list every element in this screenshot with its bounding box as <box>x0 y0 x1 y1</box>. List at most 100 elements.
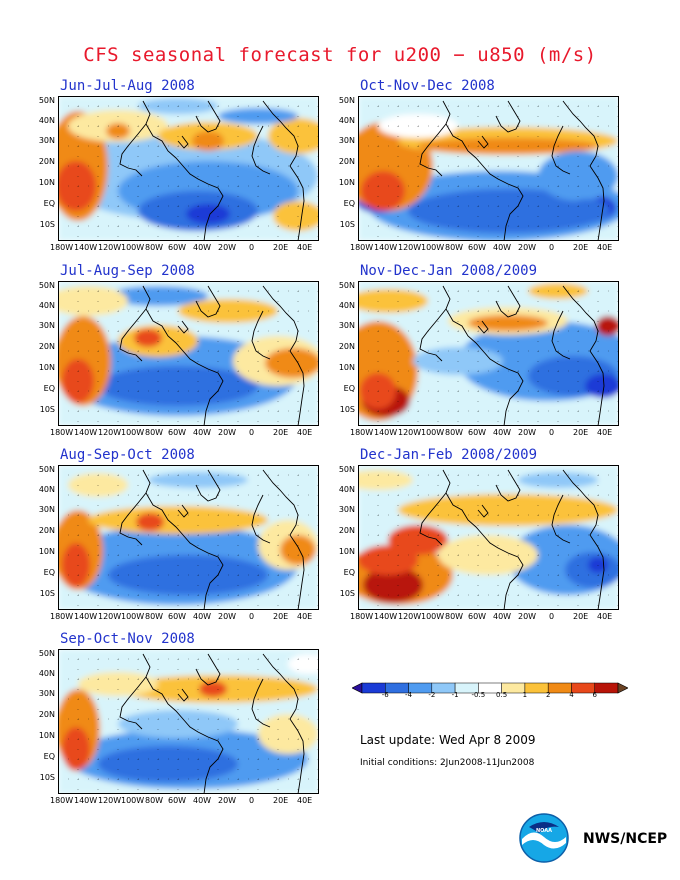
legend-tick-label: 4 <box>569 691 574 699</box>
lon-label: 0 <box>549 428 555 437</box>
lat-label: EQ <box>343 384 355 393</box>
lat-label: 30N <box>338 505 355 514</box>
lon-label: 80W <box>145 428 164 437</box>
lat-label: 50N <box>38 96 55 105</box>
forecast-map-ond <box>358 96 619 241</box>
forecast-map-djf <box>358 465 619 610</box>
lon-label: 20E <box>573 243 589 252</box>
legend-tick-label: -1 <box>451 691 459 699</box>
lat-label: 10N <box>38 178 55 187</box>
lon-label: 40E <box>297 796 313 805</box>
lat-label: EQ <box>43 568 55 577</box>
lon-label: 140W <box>374 612 398 621</box>
lon-label: 60W <box>468 612 487 621</box>
lat-label: 30N <box>38 321 55 330</box>
lat-label: 20N <box>38 526 55 535</box>
legend-tick-label: 0.5 <box>496 691 508 699</box>
legend-tick-label: -2 <box>428 691 436 699</box>
lon-label: 120W <box>398 428 422 437</box>
panel-label-aso: Aug-Sep-Oct 2008 <box>60 447 195 463</box>
lon-label: 20E <box>573 612 589 621</box>
lon-label: 100W <box>121 796 145 805</box>
lon-label: 140W <box>74 428 98 437</box>
lon-label: 140W <box>74 612 98 621</box>
lat-label: 10N <box>338 363 355 372</box>
lon-label: 40E <box>597 243 613 252</box>
lat-label: 10N <box>338 547 355 556</box>
color-scale-bar <box>351 682 629 694</box>
lon-label: 180W <box>50 612 74 621</box>
lat-label: 40N <box>38 301 55 310</box>
lat-label: 40N <box>338 485 355 494</box>
lat-label: 10S <box>339 220 355 229</box>
contour-field <box>358 96 619 241</box>
lon-label: 20W <box>218 243 237 252</box>
legend-tick-label: -0.5 <box>471 691 486 699</box>
agency-label: NWS/NCEP <box>583 831 668 847</box>
contour-field <box>58 281 319 426</box>
legend-tick-label: -6 <box>381 691 389 699</box>
lon-label: 20W <box>218 428 237 437</box>
lon-label: 40W <box>493 243 512 252</box>
lat-label: 30N <box>38 136 55 145</box>
forecast-map-jas <box>58 281 319 426</box>
contour-field <box>358 281 619 426</box>
lat-label: 10N <box>338 178 355 187</box>
svg-text:NOAA: NOAA <box>536 828 552 834</box>
lat-label: 50N <box>38 649 55 658</box>
lon-label: 40E <box>297 612 313 621</box>
lat-label: 10S <box>39 589 55 598</box>
lat-label: 10S <box>339 589 355 598</box>
lon-label: 100W <box>421 612 445 621</box>
lon-label: 40W <box>193 428 212 437</box>
lat-label: 10S <box>39 773 55 782</box>
lon-label: 120W <box>98 243 122 252</box>
lon-label: 120W <box>398 243 422 252</box>
contour-field <box>58 649 319 794</box>
lon-label: 80W <box>445 428 464 437</box>
lon-label: 20W <box>218 612 237 621</box>
lon-label: 80W <box>145 612 164 621</box>
lat-label: EQ <box>343 568 355 577</box>
lon-label: 120W <box>98 428 122 437</box>
lon-label: 0 <box>249 243 255 252</box>
lat-label: 10N <box>38 731 55 740</box>
lon-label: 0 <box>549 243 555 252</box>
lat-label: 20N <box>338 526 355 535</box>
lon-label: 60W <box>168 428 187 437</box>
legend-tick-label: 2 <box>545 691 551 699</box>
lat-label: 40N <box>38 669 55 678</box>
lon-label: 40W <box>193 612 212 621</box>
lon-label: 20W <box>518 612 537 621</box>
lat-label: 10N <box>38 547 55 556</box>
lon-label: 40E <box>297 428 313 437</box>
lat-label: 50N <box>38 465 55 474</box>
lon-label: 180W <box>350 243 374 252</box>
lon-label: 0 <box>249 612 255 621</box>
lat-label: 30N <box>338 136 355 145</box>
panel-label-djf: Dec-Jan-Feb 2008/2009 <box>360 447 538 463</box>
legend-tick-label: 1 <box>522 691 528 699</box>
lon-label: 140W <box>374 428 398 437</box>
lon-label: 20W <box>518 243 537 252</box>
lon-label: 40E <box>597 612 613 621</box>
initial-conditions-text: Initial conditions: 2Jun2008-11Jun2008 <box>360 758 535 768</box>
lat-label: 20N <box>338 157 355 166</box>
lon-label: 20E <box>273 243 289 252</box>
lon-label: 180W <box>350 612 374 621</box>
lon-label: 60W <box>468 428 487 437</box>
lon-label: 80W <box>445 243 464 252</box>
lon-label: 180W <box>350 428 374 437</box>
lat-label: 50N <box>38 281 55 290</box>
lat-label: 30N <box>338 321 355 330</box>
lon-label: 0 <box>249 796 255 805</box>
lon-label: 0 <box>549 612 555 621</box>
lon-label: 60W <box>168 796 187 805</box>
lat-label: 40N <box>38 485 55 494</box>
lon-label: 180W <box>50 428 74 437</box>
panel-label-jas: Jul-Aug-Sep 2008 <box>60 263 195 279</box>
lon-label: 20E <box>273 612 289 621</box>
color-scale-legend <box>351 679 629 694</box>
panel-label-son: Sep-Oct-Nov 2008 <box>60 631 195 647</box>
lon-label: 60W <box>468 243 487 252</box>
